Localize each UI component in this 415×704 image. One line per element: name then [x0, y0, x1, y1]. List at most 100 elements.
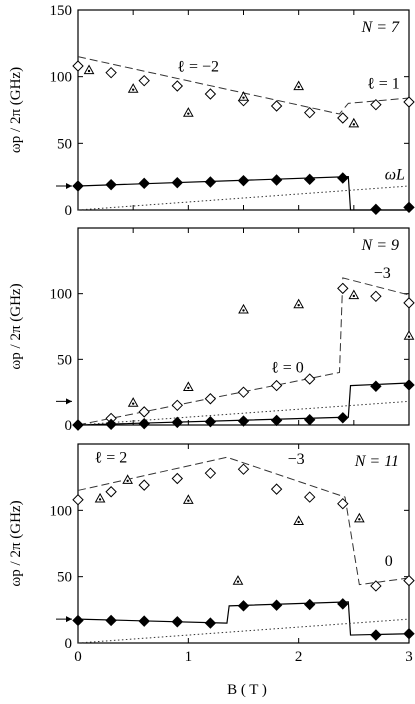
filled-diamond-point: [303, 598, 316, 611]
open-diamond-point: [105, 486, 117, 498]
open-diamond-point: [270, 483, 283, 495]
series-dotted-line: [77, 400, 410, 426]
open-diamond-point: [337, 497, 349, 510]
filled-diamond-point: [171, 416, 184, 429]
y-tick-label: 0: [65, 203, 73, 219]
open-diamond-point: [370, 290, 382, 303]
y-tick-label: 150: [50, 3, 73, 19]
series-dashed-line: [77, 456, 410, 586]
triangle-point: [83, 64, 95, 75]
filled-diamond-point: [105, 418, 117, 431]
filled-diamond-point: [138, 615, 150, 627]
filled-diamond-point: [237, 415, 250, 427]
filled-diamond-point: [403, 201, 415, 214]
filled-diamond-point: [303, 414, 316, 426]
triangle-point: [122, 474, 133, 484]
triangle-point: [348, 117, 360, 128]
y-axis-label: ωp / 2π (GHz): [8, 500, 24, 586]
y-tick-label: 50: [57, 570, 72, 586]
open-diamond-point: [204, 88, 217, 100]
y-tick-label: 100: [50, 503, 73, 519]
open-diamond-point: [303, 106, 316, 119]
open-diamond-point: [337, 282, 349, 295]
y-tick-label: 50: [57, 136, 72, 152]
series-dotted-line: [77, 618, 410, 644]
triangle-point: [403, 330, 415, 340]
y-tick-label: 50: [57, 352, 72, 368]
filled-diamond-point: [171, 616, 184, 628]
open-diamond-point: [370, 98, 382, 111]
annotation-l: ωL: [385, 166, 405, 183]
filled-diamond-point: [105, 178, 117, 191]
filled-diamond-point: [105, 614, 117, 627]
filled-diamond-point: [370, 629, 382, 641]
open-diamond-point: [171, 472, 184, 485]
filled-diamond-point: [403, 628, 415, 640]
triangle-point: [293, 298, 305, 309]
y-axis-label: ωp / 2π (GHz): [8, 283, 24, 369]
triangle-point-dot: [126, 479, 129, 483]
panel-n7: 0 50 100 150 ωp / 2π (GHz) N = 7 ℓ = −2 ℓ = 1 ωL: [8, 3, 415, 219]
panel-n9: 0 50 100 ωp / 2π (GHz) N = 9 ℓ = 0 −3: [8, 227, 415, 434]
filled-diamond-point: [171, 176, 184, 189]
series-dotted-line: [77, 185, 410, 211]
triangle-point-dot: [98, 498, 102, 501]
ref-arrow-head: [66, 183, 72, 189]
annotation-3: −3: [374, 265, 391, 282]
triangle-point-dot: [87, 69, 91, 73]
filled-diamond-point: [138, 417, 150, 430]
filled-diamond-point: [237, 600, 250, 612]
open-diamond-point: [303, 373, 316, 385]
triangle-point-dot: [131, 88, 135, 91]
y-tick-label: 100: [50, 287, 73, 303]
triangle-point-dot: [297, 520, 300, 524]
panel-label: N = 11: [354, 453, 399, 470]
filled-diamond-point: [337, 172, 349, 184]
annotation-0: 0: [385, 553, 393, 570]
triangle-point: [238, 91, 249, 101]
triangle-point-dot: [242, 309, 245, 312]
plot-frame: [77, 443, 410, 644]
triangle-point-dot: [187, 386, 190, 390]
filled-diamond-point: [72, 180, 84, 192]
open-diamond-point: [303, 491, 316, 503]
triangle-point-dot: [297, 85, 300, 89]
open-diamond-point: [171, 399, 184, 412]
triangle-point: [182, 381, 194, 392]
annotation-3: −3: [288, 451, 305, 468]
filled-diamond-point: [403, 379, 415, 391]
open-diamond-point: [138, 74, 150, 87]
ref-arrow-head: [66, 616, 72, 623]
triangle-point-dot: [352, 294, 356, 298]
filled-diamond-point: [204, 617, 217, 629]
y-tick-label: 0: [65, 636, 73, 652]
triangle-point: [182, 494, 194, 504]
open-diamond-point: [72, 60, 84, 72]
triangle-point: [182, 107, 194, 117]
open-diamond-point: [337, 112, 349, 124]
annotation-0: ℓ = 0: [271, 359, 304, 376]
open-diamond-point: [370, 580, 382, 592]
triangle-point-dot: [407, 335, 411, 338]
y-tick-label: 0: [65, 418, 73, 434]
triangle-point-dot: [358, 518, 361, 521]
open-diamond-point: [138, 406, 150, 418]
triangle-point: [293, 80, 305, 91]
annotation-2: ℓ = −2: [177, 58, 219, 75]
filled-diamond-point: [72, 614, 84, 627]
triangle-point: [348, 289, 360, 300]
open-diamond-point: [204, 467, 217, 479]
open-diamond-point: [403, 96, 415, 108]
panel-label: N = 7: [361, 19, 400, 36]
open-diamond-point: [403, 574, 415, 587]
triangle-point: [94, 492, 106, 503]
filled-diamond-point: [204, 416, 217, 428]
filled-diamond-point: [138, 177, 150, 190]
triangle-point: [293, 515, 305, 526]
open-diamond-point: [270, 379, 283, 392]
y-tick-label: 100: [50, 70, 73, 86]
x-axis-label: B ( T ): [227, 682, 267, 698]
filled-diamond-point: [270, 414, 283, 427]
filled-diamond-point: [270, 174, 283, 186]
